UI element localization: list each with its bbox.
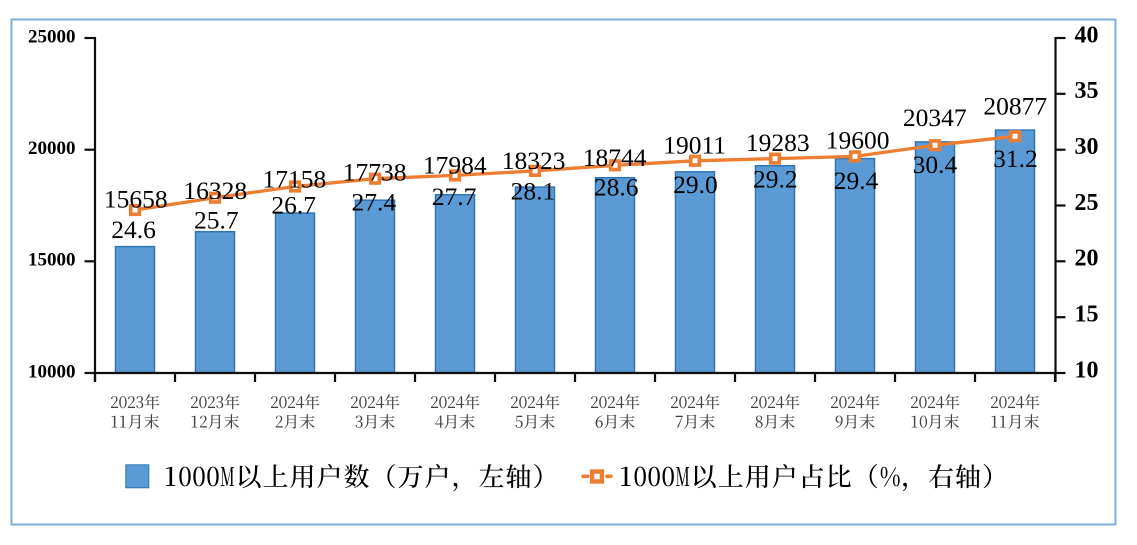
svg-text:25.7: 25.7 [194, 205, 239, 234]
svg-text:26.7: 26.7 [271, 191, 316, 220]
svg-text:19011: 19011 [663, 130, 726, 159]
svg-text:30.4: 30.4 [913, 150, 958, 179]
svg-text:25000: 25000 [28, 26, 76, 47]
svg-text:20347: 20347 [903, 103, 967, 132]
svg-text:27.4: 27.4 [351, 188, 396, 217]
svg-text:20: 20 [1075, 246, 1099, 272]
svg-text:18323: 18323 [502, 146, 566, 175]
svg-text:27.7: 27.7 [432, 182, 477, 211]
svg-text:19600: 19600 [826, 126, 890, 155]
svg-text:16328: 16328 [183, 176, 247, 205]
svg-text:25: 25 [1075, 190, 1099, 216]
svg-text:29.0: 29.0 [673, 170, 718, 199]
svg-text:29.4: 29.4 [834, 166, 879, 195]
svg-text:17158: 17158 [263, 165, 327, 194]
svg-text:10000: 10000 [28, 361, 76, 382]
svg-text:28.6: 28.6 [594, 172, 639, 201]
svg-text:20000: 20000 [28, 138, 76, 159]
svg-text:28.1: 28.1 [511, 176, 556, 205]
svg-text:10: 10 [1075, 357, 1099, 383]
svg-text:40: 40 [1075, 22, 1099, 48]
svg-text:15658: 15658 [104, 184, 168, 213]
svg-text:17738: 17738 [343, 158, 407, 187]
svg-text:30: 30 [1075, 134, 1099, 160]
svg-text:17984: 17984 [423, 150, 487, 179]
svg-text:19283: 19283 [746, 128, 810, 157]
svg-text:18744: 18744 [583, 143, 647, 172]
svg-text:20877: 20877 [983, 92, 1047, 121]
svg-text:35: 35 [1075, 78, 1099, 104]
svg-text:15: 15 [1075, 302, 1099, 328]
svg-text:29.2: 29.2 [753, 164, 798, 193]
svg-text:31.2: 31.2 [993, 144, 1038, 173]
svg-text:24.6: 24.6 [111, 215, 156, 244]
svg-text:15000: 15000 [28, 250, 76, 271]
